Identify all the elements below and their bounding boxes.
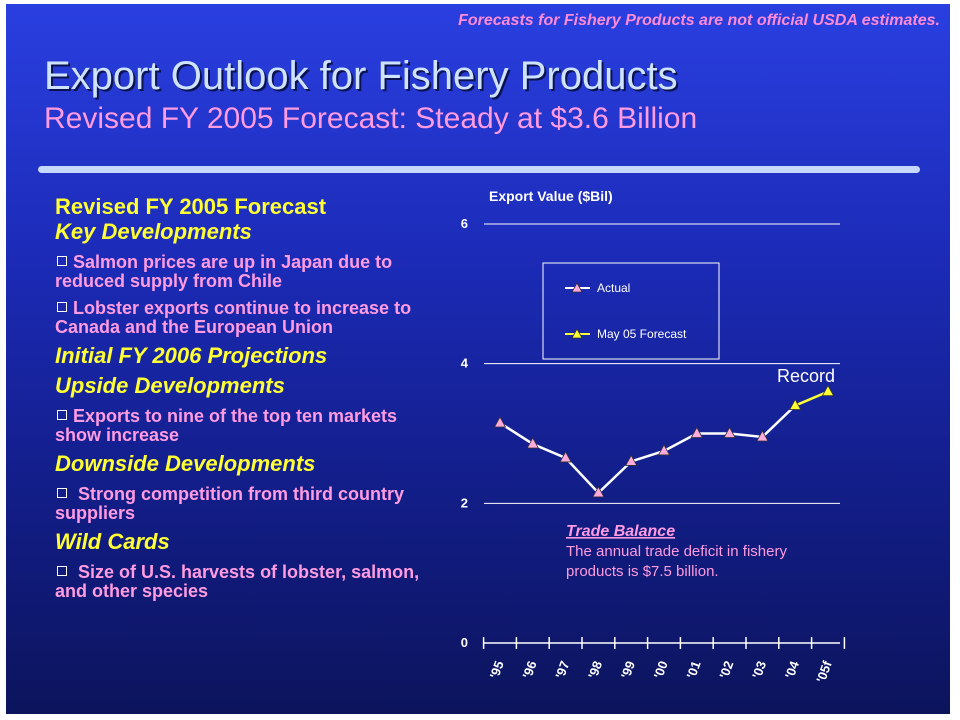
y-axis-label: Export Value ($Bil) [489,188,613,204]
legend-marker-forecast [571,328,583,339]
section-wild-cards: Wild Cards [55,529,170,554]
bullet-item: Lobster exports continue to increase to … [55,298,412,337]
data-point [789,398,802,410]
trade-balance-line-1: The annual trade deficit in fishery [566,543,787,560]
x-tick-label: '96 [520,659,540,681]
x-tick-label: '04 [782,658,802,680]
series-group [493,384,835,498]
gridlines [484,223,840,504]
slide: Forecasts for Fishery Products are not o… [6,4,950,714]
section-upside: Upside Developments [55,373,285,398]
x-tick-label: '01 [684,659,704,681]
y-tick-label: 0 [461,635,468,650]
series-line-actual [499,404,797,495]
legend-label-forecast: May 05 Forecast [597,327,687,341]
trade-balance-title: Trade Balance [566,523,675,540]
data-point [592,486,605,498]
checkbox-icon [57,302,67,312]
section-key-developments: Key Developments [55,219,252,244]
series-line-forecast [794,390,829,407]
x-tick-label: '98 [585,659,605,681]
legend-label-actual: Actual [597,281,630,295]
checkbox-icon [57,488,67,498]
page-subtitle: Revised FY 2005 Forecast: Steady at $3.6… [44,102,698,135]
x-tick-label: '99 [618,659,638,681]
heading-revised-forecast: Revised FY 2005 Forecast [55,194,327,219]
data-point [559,451,572,463]
disclaimer: Forecasts for Fishery Products are not o… [458,12,940,29]
x-tick-label: '05f [813,658,835,684]
x-tick-label: '03 [749,659,769,681]
left-panel: Revised FY 2005 Forecast Key Development… [55,194,425,607]
data-point [657,444,671,456]
legend-box [542,262,720,360]
bullet-item: Size of U.S. harvests of lobster, salmon… [55,562,420,601]
legend: Actual May 05 Forecast [542,262,720,360]
x-axis: '95 '96 '97 '98 '99 '00 '01 '02 '03 '04 '05f [482,637,846,685]
x-tick-label: '95 [487,659,507,681]
checkbox-icon [57,410,67,420]
record-annotation: Record [777,366,835,386]
y-tick-label: 4 [461,356,469,371]
data-point [493,416,507,428]
bullet-item: Strong competition from third country su… [55,484,404,523]
data-point [526,437,539,449]
y-tick-label: 2 [461,495,468,510]
legend-marker-actual [571,282,583,293]
x-tick-label: '02 [716,659,736,681]
data-point [690,426,703,438]
page-title: Export Outlook for Fishery Products [44,54,678,98]
y-tick-label: 6 [461,216,468,231]
data-point [821,384,835,397]
trade-balance-line-2: products is $7.5 billion. [566,563,719,580]
checkbox-icon [57,256,67,266]
x-tick-label: '97 [552,659,572,681]
bullet-item: Salmon prices are up in Japan due to red… [55,252,393,291]
divider [38,166,920,173]
data-point [723,426,736,438]
heading-initial-projections: Initial FY 2006 Projections [55,343,328,368]
x-tick-label: '00 [651,659,671,681]
data-point [756,430,769,442]
data-point [625,454,638,466]
checkbox-icon [57,566,67,576]
section-downside: Downside Developments [55,451,316,476]
y-ticks: 0 2 4 6 [461,216,469,650]
export-value-chart: Export Value ($Bil) 0 2 4 6 '95 '96 '97 '98 '99… [461,188,846,685]
bullet-item: Exports to nine of the top ten markets s… [55,406,398,445]
